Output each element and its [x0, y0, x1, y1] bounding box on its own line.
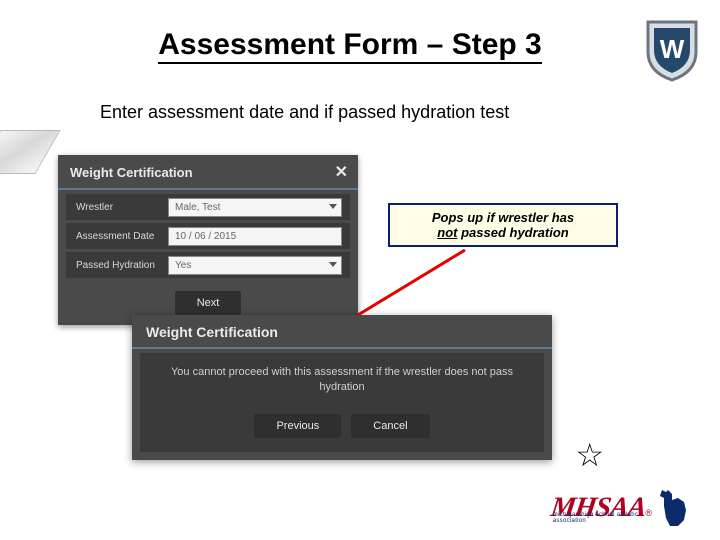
modal2-message: You cannot proceed with this assessment …: [140, 353, 544, 404]
row-assessment-date: Assessment Date 10 / 06 / 2015: [66, 223, 350, 249]
modal-header: Weight Certification ✕: [58, 155, 358, 186]
modal-divider: [58, 188, 358, 190]
shield-logo: W: [644, 18, 700, 89]
chevron-down-icon: [329, 204, 337, 209]
label-passed-hydration: Passed Hydration: [66, 260, 168, 271]
cancel-button[interactable]: Cancel: [351, 414, 429, 438]
callout-line1: Pops up if wrestler has: [432, 210, 574, 225]
select-passed-hydration-value: Yes: [175, 260, 191, 271]
mhsaa-tagline: michigan high school athletic associatio…: [553, 512, 652, 524]
svg-text:W: W: [660, 34, 685, 64]
callout-line2: not passed hydration: [437, 225, 568, 240]
label-assessment-date: Assessment Date: [66, 231, 168, 242]
footer-logo-area: MHSAA ® michigan high school athletic as…: [551, 488, 694, 528]
michigan-icon: [658, 488, 694, 528]
select-wrestler[interactable]: Male, Test: [168, 198, 342, 217]
input-assessment-date[interactable]: 10 / 06 / 2015: [168, 227, 342, 246]
decorative-diamond: [0, 130, 61, 174]
input-assessment-date-value: 10 / 06 / 2015: [175, 231, 236, 242]
chevron-down-icon: [329, 262, 337, 267]
slide-title-wrap: Assessment Form – Step 3: [115, 28, 585, 62]
modal2-header: Weight Certification: [132, 315, 552, 345]
slide-title: Assessment Form – Step 3: [158, 28, 541, 64]
row-wrestler: Wrestler Male, Test: [66, 194, 350, 220]
hydration-fail-modal: Weight Certification You cannot proceed …: [132, 315, 552, 460]
modal2-divider: [132, 347, 552, 349]
modal2-footer: Previous Cancel: [140, 404, 544, 452]
modal-title: Weight Certification: [70, 165, 193, 180]
callout-not-word: not: [437, 225, 457, 240]
callout-line2-rest: passed hydration: [457, 225, 568, 240]
label-wrestler: Wrestler: [66, 202, 168, 213]
mhsaa-logo-wrap: MHSAA ® michigan high school athletic as…: [551, 492, 652, 524]
modal-body: Wrestler Male, Test Assessment Date 10 /…: [58, 194, 358, 285]
close-icon[interactable]: ✕: [335, 162, 348, 182]
row-passed-hydration: Passed Hydration Yes: [66, 252, 350, 278]
weight-cert-form-modal: Weight Certification ✕ Wrestler Male, Te…: [58, 155, 358, 325]
select-passed-hydration[interactable]: Yes: [168, 256, 342, 275]
previous-button[interactable]: Previous: [254, 414, 341, 438]
next-button[interactable]: Next: [175, 291, 242, 315]
callout-box: Pops up if wrestler has not passed hydra…: [388, 203, 618, 247]
modal2-title: Weight Certification: [146, 324, 278, 340]
star-icon: ☆: [575, 436, 604, 474]
slide-subtitle: Enter assessment date and if passed hydr…: [100, 102, 509, 123]
select-wrestler-value: Male, Test: [175, 202, 220, 213]
